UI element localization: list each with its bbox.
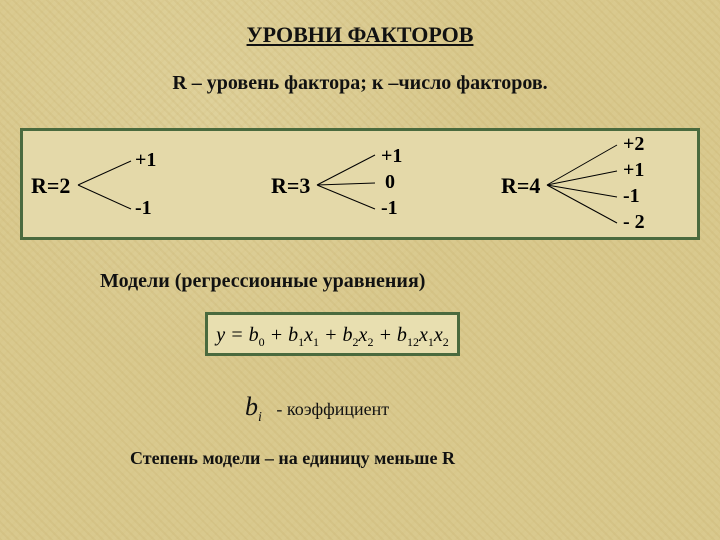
coefficient-line: bi - коэффициент xyxy=(245,392,389,426)
coefficient-label: - коэффициент xyxy=(276,399,389,419)
level-value: -1 xyxy=(381,197,398,219)
slide-content: УРОВНИ ФАКТОРОВ R – уровень фактора; к –… xyxy=(0,0,720,540)
page-title: УРОВНИ ФАКТОРОВ xyxy=(0,22,720,48)
level-value: -1 xyxy=(623,185,640,207)
level-value: 0 xyxy=(385,171,395,193)
coefficient-symbol: bi xyxy=(245,392,262,421)
subtitle: R – уровень фактора; к –число факторов. xyxy=(0,72,720,95)
branch-lines xyxy=(23,131,697,237)
level-value: -1 xyxy=(135,197,152,219)
level-value: +2 xyxy=(623,133,644,155)
equation-box: y = b0 + b1x1 + b2x2 + b12x1x2 xyxy=(205,312,460,356)
level-value: - 2 xyxy=(623,211,645,233)
models-heading: Модели (регрессионные уравнения) xyxy=(100,270,425,293)
levels-panel: R=2 +1 -1 R=3 +1 0 -1 R=4 +2 +1 -1 - 2 xyxy=(20,128,700,240)
degree-note: Степень модели – на единицу меньше R xyxy=(130,448,455,469)
level-value: +1 xyxy=(135,149,156,171)
factor-node-label: R=2 xyxy=(31,173,70,199)
factor-node-label: R=4 xyxy=(501,173,540,199)
level-value: +1 xyxy=(381,145,402,167)
factor-node-label: R=3 xyxy=(271,173,310,199)
level-value: +1 xyxy=(623,159,644,181)
